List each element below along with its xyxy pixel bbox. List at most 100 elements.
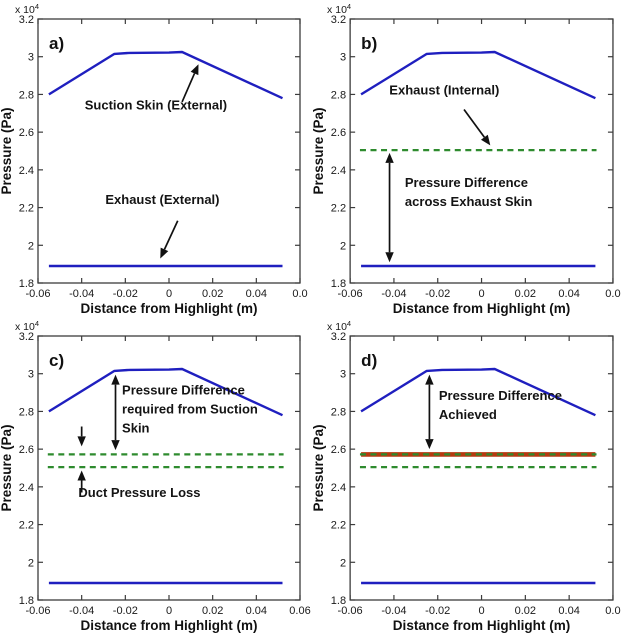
y-tick-label: 3.2	[331, 331, 346, 343]
suction-skin-arrow	[181, 64, 199, 103]
suction-skin-external-line	[48, 50, 284, 100]
y-tick-label: 2.4	[331, 482, 346, 494]
pressure-difference-required-label: required from Suction	[122, 401, 258, 416]
pressure-difference-exhaust-label: Pressure Difference	[405, 175, 528, 190]
y-tick-label: 2.8	[19, 406, 34, 418]
y-axis-exponent: x 104	[327, 2, 351, 16]
x-tick-label: -0.06	[338, 288, 363, 300]
x-tick-label: -0.04	[69, 605, 94, 617]
pressure-difference-achieved-label: Pressure Difference	[439, 388, 562, 403]
y-tick-label: 1.8	[331, 278, 346, 290]
x-axis-label: Distance from Highlight (m)	[80, 618, 257, 633]
y-axis-label: Pressure (Pa)	[0, 107, 14, 194]
y-axis-label: Pressure (Pa)	[312, 107, 326, 194]
x-tick-label: 0.04	[558, 605, 579, 617]
y-tick-label: 1.8	[331, 595, 346, 607]
y-tick-label: 2.8	[331, 89, 346, 101]
y-tick-label: 2.8	[331, 406, 346, 418]
panel-label-b: b)	[361, 34, 377, 53]
x-tick-label: 0.02	[202, 288, 223, 300]
pressure-difference-required-label: Skin	[122, 420, 150, 435]
pressure-difference-achieved-label: Achieved	[439, 407, 497, 422]
y-axis-exponent: x 104	[327, 319, 351, 333]
suction-skin-external-line	[360, 367, 596, 417]
suction-skin-external-line	[48, 367, 284, 417]
x-tick-label: -0.04	[69, 288, 94, 300]
panel-a: -0.06 -0.04 -0.02 0 0.02 0.04 0.0 1.8 2 2.2 2.4 2.6…	[0, 0, 312, 317]
pressure-difference-required-label: Pressure Difference	[122, 382, 245, 397]
y-tick-label: 2.4	[19, 165, 34, 177]
duct-loss-lower-arrow	[77, 470, 86, 493]
panel-c: -0.06 -0.04 -0.02 0 0.02 0.04 0.06 1.8 2 2.2 2.4 2.…	[0, 317, 312, 634]
y-tick-label: 2	[340, 240, 346, 252]
x-tick-label: 0	[166, 288, 172, 300]
x-tick-label: 0.04	[246, 605, 267, 617]
y-tick-label: 3.2	[19, 331, 34, 343]
x-tick-label: 0.0	[292, 288, 307, 300]
x-tick-label: -0.06	[338, 605, 363, 617]
panel-background	[0, 317, 312, 634]
y-tick-label: 2.2	[19, 203, 34, 215]
y-tick-label: 2.2	[331, 520, 346, 532]
y-tick-label: 3	[340, 52, 346, 64]
x-tick-label: -0.06	[25, 288, 50, 300]
x-tick-label: 0	[478, 288, 484, 300]
x-tick-label: 0.04	[246, 288, 267, 300]
y-tick-label: 3.2	[331, 14, 346, 26]
y-tick-label: 2.4	[331, 165, 346, 177]
pressure-difference-exhaust-label: across Exhaust Skin	[405, 194, 533, 209]
y-tick-label: 2.6	[331, 444, 346, 456]
panel-b: -0.06 -0.04 -0.02 0 0.02 0.04 0.0 1.8 2 2.2 2.4 2.6…	[312, 0, 625, 317]
y-axis-label: Pressure (Pa)	[0, 424, 14, 511]
y-tick-label: 2	[340, 557, 346, 569]
y-tick-label: 2.4	[19, 482, 34, 494]
y-axis-exponent: x 104	[15, 319, 39, 333]
y-tick-label: 2	[28, 557, 34, 569]
panel-label-a: a)	[49, 34, 64, 53]
x-tick-label: 0.02	[515, 288, 536, 300]
panel-background	[312, 317, 625, 634]
x-tick-label: 0	[166, 605, 172, 617]
x-tick-label: 0.04	[558, 288, 579, 300]
duct-loss-upper-arrow	[77, 426, 86, 447]
panel-label-c: c)	[49, 351, 64, 370]
suction-skin-external-label: Suction Skin (External)	[85, 98, 227, 113]
x-tick-label: -0.04	[381, 605, 406, 617]
x-tick-label: 0.02	[202, 605, 223, 617]
y-tick-label: 3	[340, 369, 346, 381]
panel-d: -0.06 -0.04 -0.02 0 0.02 0.04 0.0 1.8 2 2.2 2.4 2.6…	[312, 317, 625, 634]
x-tick-label: 0.06	[289, 605, 310, 617]
y-tick-label: 2.8	[19, 89, 34, 101]
x-tick-label: -0.02	[113, 288, 138, 300]
x-axis-label: Distance from Highlight (m)	[393, 618, 571, 633]
y-axis-label: Pressure (Pa)	[312, 424, 326, 511]
exhaust-internal-label: Exhaust (Internal)	[389, 82, 499, 97]
exhaust-external-label: Exhaust (External)	[105, 192, 219, 207]
x-tick-label: -0.04	[381, 288, 406, 300]
panel-background	[0, 0, 312, 317]
y-tick-label: 2.6	[19, 444, 34, 456]
y-tick-label: 2.2	[19, 520, 34, 532]
x-axis-label: Distance from Highlight (m)	[393, 301, 571, 316]
pressure-difference-achieved-arrow	[425, 374, 434, 450]
y-tick-label: 2.2	[331, 203, 346, 215]
exhaust-external-arrow	[160, 220, 179, 259]
y-tick-label: 1.8	[19, 278, 34, 290]
y-tick-label: 3.2	[19, 14, 34, 26]
panel-background	[312, 0, 625, 317]
suction-skin-external-line	[360, 50, 596, 100]
x-tick-label: 0.0	[605, 288, 620, 300]
x-tick-label: 0	[478, 605, 484, 617]
pressure-difference-required-arrow	[111, 374, 120, 451]
x-tick-label: -0.06	[25, 605, 50, 617]
y-tick-label: 1.8	[19, 595, 34, 607]
pressure-difference-exhaust-arrow	[385, 152, 394, 263]
x-tick-label: -0.02	[425, 605, 450, 617]
x-tick-label: 0.0	[605, 605, 620, 617]
y-tick-label: 3	[28, 52, 34, 64]
x-tick-label: -0.02	[425, 288, 450, 300]
x-tick-label: 0.02	[515, 605, 536, 617]
y-tick-label: 2	[28, 240, 34, 252]
